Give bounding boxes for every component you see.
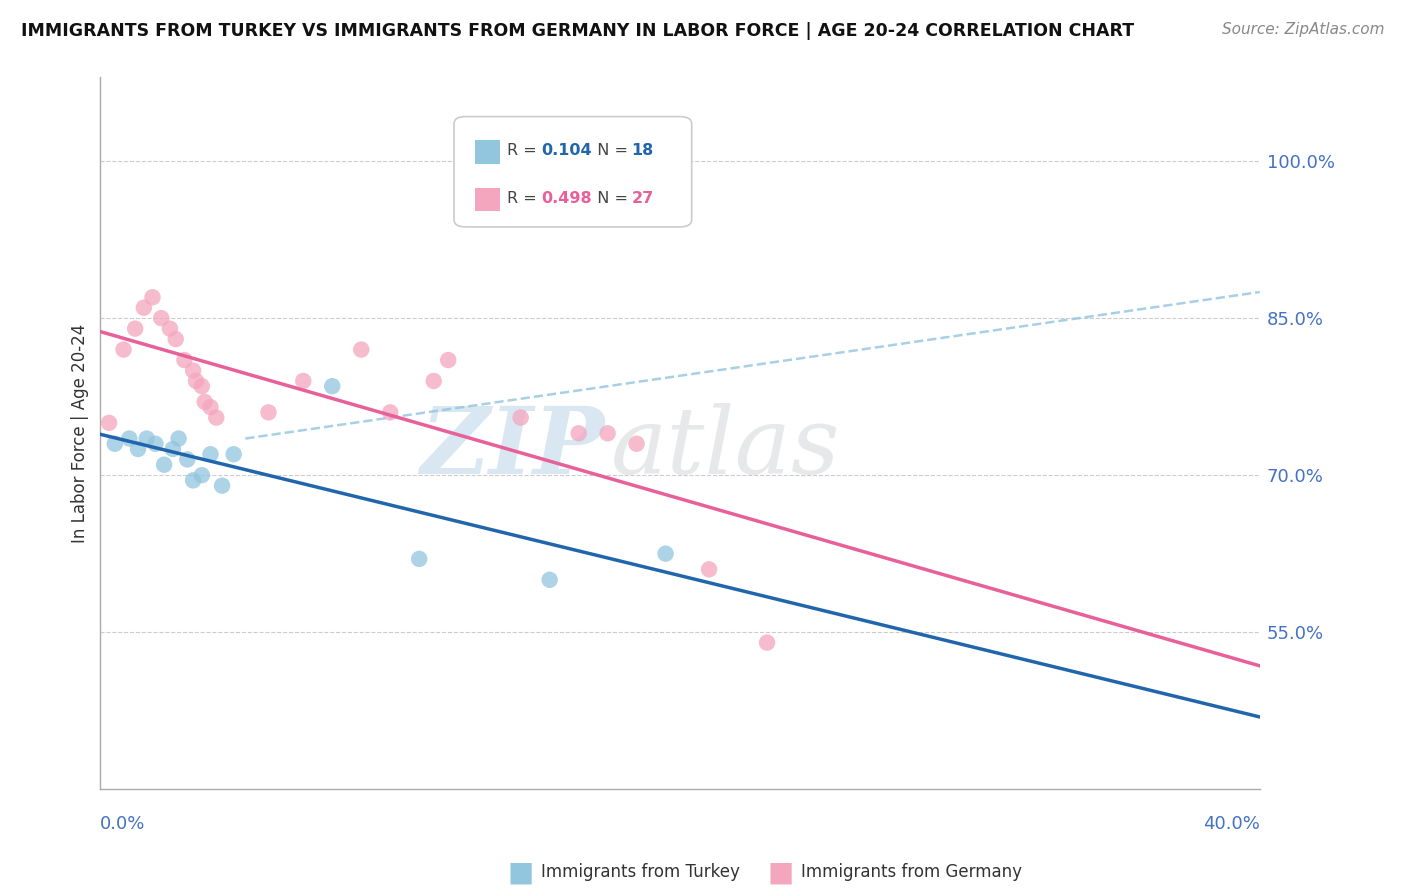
Bar	[475, 140, 501, 163]
Point	[191, 379, 214, 393]
Point	[538, 573, 561, 587]
Text: Immigrants from Germany: Immigrants from Germany	[801, 863, 1022, 881]
Bar	[475, 187, 501, 211]
Text: Immigrants from Turkey: Immigrants from Turkey	[541, 863, 740, 881]
Point	[205, 410, 228, 425]
Point	[200, 400, 222, 414]
Point	[145, 436, 167, 450]
Text: N =: N =	[588, 191, 634, 206]
Text: 18: 18	[631, 144, 654, 158]
Point	[104, 436, 127, 450]
Point	[153, 458, 176, 472]
Point	[380, 405, 402, 419]
Text: 0.498: 0.498	[541, 191, 592, 206]
Point	[257, 405, 280, 419]
Text: 0.0%: 0.0%	[100, 815, 146, 833]
Text: Source: ZipAtlas.com: Source: ZipAtlas.com	[1222, 22, 1385, 37]
Point	[211, 478, 233, 492]
Point	[165, 332, 187, 346]
Point	[176, 452, 198, 467]
Text: ■: ■	[508, 858, 533, 887]
Text: R =: R =	[508, 191, 543, 206]
Text: 40.0%: 40.0%	[1204, 815, 1260, 833]
Point	[135, 432, 157, 446]
Point	[509, 410, 531, 425]
FancyBboxPatch shape	[454, 117, 692, 227]
Text: atlas: atlas	[610, 402, 839, 492]
Text: 0.104: 0.104	[541, 144, 592, 158]
Text: R =: R =	[508, 144, 543, 158]
Point	[181, 363, 204, 377]
Y-axis label: In Labor Force | Age 20-24: In Labor Force | Age 20-24	[72, 324, 89, 543]
Point	[194, 395, 217, 409]
Text: ZIP: ZIP	[420, 402, 605, 492]
Point	[141, 290, 163, 304]
Point	[292, 374, 315, 388]
Point	[127, 442, 149, 456]
Point	[118, 432, 141, 446]
Point	[200, 447, 222, 461]
Point	[654, 547, 676, 561]
Point	[422, 374, 444, 388]
Point	[167, 432, 190, 446]
Point	[132, 301, 155, 315]
Text: N =: N =	[588, 144, 634, 158]
Text: ■: ■	[768, 858, 793, 887]
Point	[408, 552, 430, 566]
Point	[568, 426, 591, 441]
Point	[596, 426, 619, 441]
Point	[112, 343, 135, 357]
Text: IMMIGRANTS FROM TURKEY VS IMMIGRANTS FROM GERMANY IN LABOR FORCE | AGE 20-24 COR: IMMIGRANTS FROM TURKEY VS IMMIGRANTS FRO…	[21, 22, 1135, 40]
Point	[321, 379, 343, 393]
Point	[191, 468, 214, 483]
Point	[184, 374, 207, 388]
Point	[162, 442, 184, 456]
Point	[697, 562, 720, 576]
Point	[350, 343, 373, 357]
Text: 27: 27	[631, 191, 654, 206]
Point	[124, 321, 146, 335]
Point	[150, 311, 173, 326]
Point	[181, 474, 204, 488]
Point	[98, 416, 121, 430]
Point	[756, 635, 779, 649]
Point	[173, 353, 195, 368]
Point	[626, 436, 648, 450]
Point	[437, 353, 460, 368]
Point	[222, 447, 245, 461]
Point	[159, 321, 181, 335]
